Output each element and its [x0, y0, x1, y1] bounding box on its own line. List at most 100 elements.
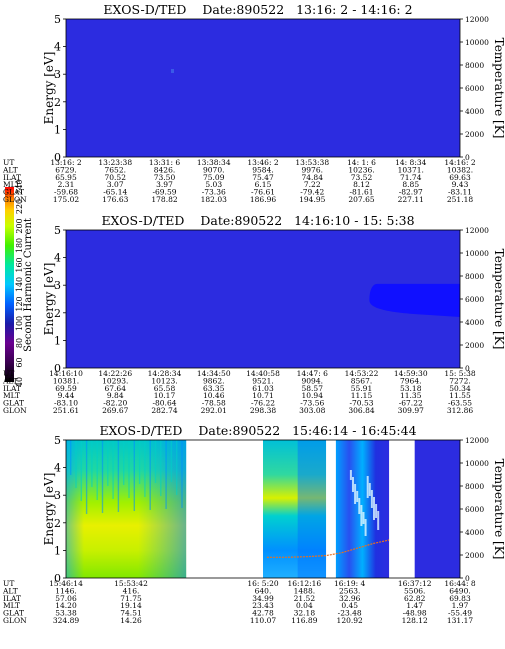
orbit-cell: 10.94 [302, 391, 324, 400]
orbit-cell: 0.04 [296, 601, 313, 610]
panel-1-speck [171, 69, 174, 73]
orbit-row-label: ILAT [3, 173, 21, 182]
orbit-cell: 69.59 [55, 384, 77, 393]
orbit-cell: 9584. [252, 165, 273, 174]
orbit-cell: 14:47: 6 [297, 369, 329, 378]
orbit-cell: 10.17 [154, 391, 176, 400]
orbit-cell: 53.18 [400, 384, 422, 393]
data-streak [354, 484, 357, 504]
data-streak [356, 491, 359, 502]
orbit-cell: 1.97 [452, 601, 469, 610]
orbit-cell: 8.12 [353, 180, 370, 189]
colorbar-strip [5, 187, 14, 382]
orbit-cell: 298.38 [250, 406, 276, 415]
orbit-cell: -73.36 [202, 188, 226, 197]
orbit-cell: 131.17 [447, 616, 473, 625]
orbit-cell: 8567. [351, 376, 372, 385]
orbit-cell: 75.09 [203, 173, 225, 182]
orbit-cell: 13:38:34 [197, 158, 231, 167]
orbit-row-label: MLT [3, 391, 20, 400]
temperature-tick-label: 6000 [465, 505, 484, 514]
colorbar-tick-label: 180 [15, 238, 24, 253]
temperature-tick-label: 2000 [465, 551, 484, 560]
orbit-cell: -83.11 [448, 188, 472, 197]
temperature-tick-label: 12000 [465, 15, 489, 24]
orbit-row-label: GLAT [3, 609, 24, 618]
orbit-cell: 309.97 [398, 406, 424, 415]
colorbar-tick-label: 120 [15, 296, 24, 311]
orbit-cell: -23.48 [338, 609, 362, 618]
data-streak [170, 440, 173, 482]
energy-tick-label: 1 [54, 123, 61, 136]
data-streak [101, 440, 104, 513]
energy-tick-label: 3 [54, 68, 61, 81]
data-streak [368, 483, 371, 496]
colorbar-label: Second Harmonic Current [23, 218, 34, 352]
data-streak [181, 440, 183, 508]
temperature-tick-label: 10000 [465, 249, 489, 258]
panel-2: EXOS-D/TED Date:890522 14:16:10 - 15: 5:… [2, 213, 505, 415]
orbit-cell: -70.53 [349, 399, 373, 408]
orbit-cell: 5506. [404, 586, 425, 595]
orbit-cell: 10236. [348, 165, 374, 174]
orbit-cell: 13:46: 2 [247, 158, 279, 167]
orbit-cell: 10371. [398, 165, 424, 174]
temperature-tick-label: 2000 [465, 341, 484, 350]
orbit-cell: 3.07 [107, 180, 124, 189]
orbit-cell: 14:16: 2 [444, 158, 476, 167]
panel-3-ylabel: Energy [eV] [42, 473, 56, 546]
orbit-cell: 13:23:38 [98, 158, 132, 167]
data-streak [358, 498, 361, 514]
panel-2-orbit-table: UTALTILATMLTGLATGLON14:16:1010381.69.599… [2, 369, 476, 415]
data-streak [176, 440, 178, 495]
panel-3-orbit-table: UTALTILATMLTGLATGLON15:46:141146.57.0614… [2, 579, 476, 625]
data-segment-shade [66, 440, 187, 578]
data-streak [362, 512, 365, 524]
energy-tick-label: 4 [54, 252, 61, 265]
orbit-row-label: ILAT [3, 384, 21, 393]
orbit-cell: 10382. [447, 165, 473, 174]
temperature-tick-label: 8000 [465, 61, 484, 70]
colorbar-tick-label: 100 [15, 316, 24, 331]
orbit-cell: -76.22 [251, 399, 275, 408]
panel-2-title: EXOS-D/TED Date:890522 14:16:10 - 15: 5:… [101, 213, 414, 228]
data-segment [414, 440, 460, 578]
orbit-cell: 71.75 [120, 594, 142, 603]
orbit-cell: 7964. [400, 376, 421, 385]
data-segment [263, 440, 327, 578]
temperature-tick-label: 4000 [465, 107, 484, 116]
orbit-cell: 9.44 [58, 391, 75, 400]
orbit-cell: 14:28:34 [148, 369, 182, 378]
orbit-row-label: ILAT [3, 594, 21, 603]
temperature-tick-label: 8000 [465, 482, 484, 491]
orbit-row-label: UT [3, 579, 14, 588]
orbit-cell: 14:53:22 [345, 369, 379, 378]
orbit-cell: 6.15 [255, 180, 272, 189]
orbit-cell: 1.47 [406, 601, 423, 610]
data-streak [96, 440, 98, 500]
orbit-cell: 9.43 [452, 180, 469, 189]
orbit-cell: 10.46 [203, 391, 225, 400]
orbit-cell: -79.42 [300, 188, 324, 197]
data-streak [154, 440, 157, 483]
data-streak [165, 440, 167, 509]
orbit-cell: 53.38 [55, 609, 77, 618]
orbit-cell: 3.97 [156, 180, 173, 189]
energy-tick-label: 0 [54, 572, 61, 585]
panel-1-ticks: 0 1 2 3 4 5 0 2000 4000 6000 8000 10000 12000 [54, 13, 489, 164]
data-segment-shade [297, 440, 327, 578]
energy-tick-label: 3 [54, 279, 61, 292]
colorbar-tick-label: 80 [15, 338, 24, 348]
colorbar-tick-label: 60 [15, 357, 24, 367]
orbit-cell: 67.64 [105, 384, 127, 393]
energy-tick-label: 1 [54, 334, 61, 347]
orbit-cell: 207.65 [348, 195, 374, 204]
orbit-cell: -80.64 [152, 399, 176, 408]
orbit-cell: 15: 5:38 [444, 369, 476, 378]
energy-tick-label: 2 [54, 307, 61, 320]
orbit-cell: -73.56 [300, 399, 324, 408]
orbit-cell: 11.15 [351, 391, 373, 400]
orbit-cell: 8426. [154, 165, 175, 174]
orbit-cell: 11.35 [400, 391, 422, 400]
